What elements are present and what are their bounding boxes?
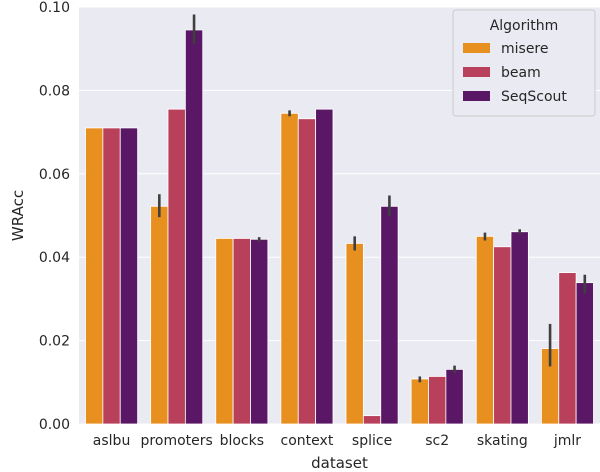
legend-swatch: [463, 43, 490, 53]
bars: [85, 29, 594, 425]
bar: [102, 127, 121, 425]
legend-entry-label: SeqScout: [501, 89, 567, 105]
y-axis-label: WRAcc: [9, 190, 27, 241]
y-tick-label: 0.10: [39, 0, 70, 16]
bar: [410, 378, 429, 425]
bar: [493, 246, 512, 425]
bar: [558, 272, 577, 425]
y-tick-label: 0.04: [39, 250, 70, 266]
legend-box: [452, 9, 596, 117]
y-tick-label: 0.08: [39, 83, 70, 99]
bar: [380, 205, 399, 425]
error-bars: [158, 14, 587, 383]
x-axis-label: dataset: [311, 454, 368, 472]
x-tick-label: splice: [352, 433, 392, 449]
bar: [232, 238, 251, 425]
bar: [150, 205, 169, 425]
x-tick-label: skating: [477, 433, 528, 449]
legend-swatch: [463, 91, 490, 101]
bar: [85, 127, 104, 425]
bar: [184, 29, 204, 425]
bar: [119, 127, 139, 425]
bar: [215, 238, 234, 425]
legend: Algorithm misere beam SeqScout: [452, 9, 596, 117]
bar: [345, 243, 364, 425]
y-axis-ticks: 0.00 0.02 0.04 0.06 0.08 0.10: [39, 0, 70, 433]
bar: [250, 238, 269, 425]
x-tick-label: context: [281, 433, 334, 449]
legend-entry-label: beam: [501, 65, 541, 81]
bar: [315, 108, 334, 425]
x-axis-ticks: aslbu promoters blocks context splice sc2 skat…: [93, 433, 581, 449]
bar: [428, 376, 447, 425]
bar: [475, 235, 495, 425]
x-tick-label: promoters: [141, 433, 213, 449]
y-tick-label: 0.00: [39, 417, 70, 433]
bar: [575, 282, 594, 425]
bar: [445, 368, 464, 425]
legend-swatch: [463, 67, 490, 77]
x-tick-label: aslbu: [93, 433, 131, 449]
x-tick-label: sc2: [425, 433, 449, 449]
bar: [362, 415, 382, 425]
legend-title: Algorithm: [490, 18, 559, 34]
y-tick-label: 0.02: [39, 334, 70, 350]
bar: [167, 108, 186, 425]
legend-entry-label: misere: [501, 41, 549, 57]
x-tick-label: blocks: [220, 433, 264, 449]
bar: [280, 112, 299, 425]
bar: [297, 118, 317, 425]
bar: [510, 231, 529, 425]
x-tick-label: jmlr: [553, 433, 581, 449]
y-tick-label: 0.06: [39, 167, 70, 183]
